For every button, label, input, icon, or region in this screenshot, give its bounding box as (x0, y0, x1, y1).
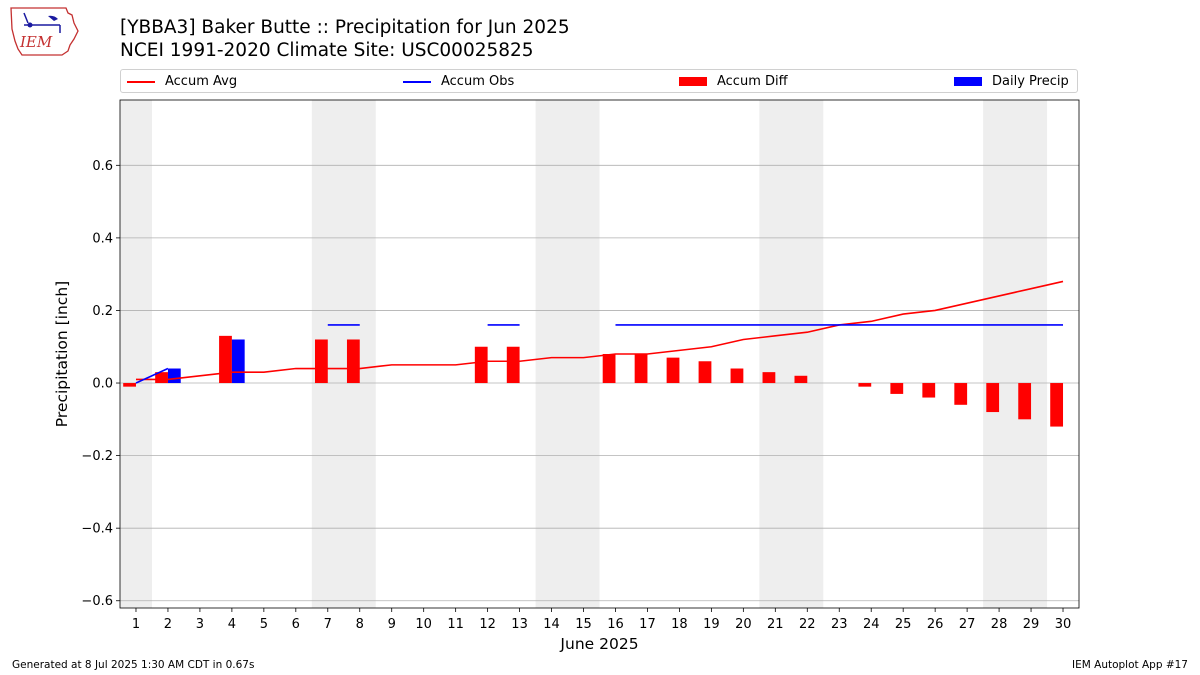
y-axis-label: Precipitation [inch] (53, 281, 71, 427)
x-tick-label: 1 (132, 617, 140, 632)
legend-item-accum-obs: Accum Obs (403, 73, 514, 90)
legend-swatch-accum-obs (403, 80, 431, 83)
weekend-band-5 (983, 100, 1048, 608)
x-tick-label: 14 (543, 617, 560, 632)
accum-diff-bar (602, 354, 616, 384)
x-tick-label: 29 (1023, 617, 1040, 632)
app-credit: IEM Autoplot App #17 (1072, 659, 1188, 671)
y-tick-label: 0.0 (92, 377, 113, 392)
x-tick-label: 12 (479, 617, 496, 632)
legend-label-daily-precip: Daily Precip (992, 74, 1069, 89)
x-tick-label: 19 (703, 617, 720, 632)
accum-diff-bar (858, 383, 872, 387)
x-tick-label: 30 (1055, 617, 1072, 632)
x-tick-label: 3 (196, 617, 204, 632)
x-tick-label: 7 (324, 617, 332, 632)
accum-diff-bar (762, 372, 776, 384)
x-tick-label: 25 (895, 617, 912, 632)
accum-avg-line (135, 280, 1064, 381)
x-tick-label: 26 (927, 617, 944, 632)
chart-title: [YBBA3] Baker Butte :: Precipitation for… (120, 17, 570, 38)
legend-item-accum-avg: Accum Avg (127, 73, 237, 90)
x-tick-label: 5 (260, 617, 268, 632)
accum-diff-bar (474, 346, 488, 384)
legend-label-accum-obs: Accum Obs (441, 74, 515, 89)
x-tick-label: 15 (575, 617, 592, 632)
chart-legend: Accum Avg Accum Obs Accum Diff Daily Pre… (120, 69, 1078, 93)
x-tick-label: 27 (959, 617, 976, 632)
x-tick-label: 11 (447, 617, 464, 632)
y-tick-label: −0.4 (81, 522, 113, 537)
accum-diff-bar (346, 339, 360, 384)
legend-label-accum-diff: Accum Diff (717, 74, 788, 89)
x-tick-label: 16 (607, 617, 624, 632)
legend-label-accum-avg: Accum Avg (165, 74, 238, 89)
x-tick-label: 10 (415, 617, 432, 632)
x-tick-label: 24 (863, 617, 880, 632)
x-tick-label: 23 (831, 617, 848, 632)
x-tick-label: 18 (671, 617, 688, 632)
daily-precip-bar (231, 339, 245, 384)
x-tick-label: 20 (735, 617, 752, 632)
legend-swatch-accum-avg (127, 80, 155, 83)
y-tick-label: 0.6 (92, 159, 113, 174)
generated-note: Generated at 8 Jul 2025 1:30 AM CDT in 0… (12, 659, 255, 671)
legend-swatch-accum-diff (679, 77, 707, 86)
x-tick-label: 8 (356, 617, 364, 632)
accum-diff-bar (314, 339, 328, 384)
legend-swatch-daily-precip (954, 77, 982, 86)
accum-diff-bar (1018, 383, 1032, 420)
iem-logo-text: IEM (19, 33, 53, 51)
weekend-band-1 (120, 100, 152, 608)
y-tick-label: −0.6 (81, 594, 113, 609)
x-tick-label: 9 (388, 617, 396, 632)
chart-subtitle: NCEI 1991-2020 Climate Site: USC00025825 (120, 40, 534, 61)
weekend-band-3 (535, 100, 600, 608)
accum-diff-bar (890, 383, 904, 394)
accum-diff-bar (986, 383, 1000, 413)
plot-frame (119, 99, 1080, 609)
accum-diff-bar (634, 354, 648, 384)
x-tick-label: 21 (767, 617, 784, 632)
accum-diff-bar (219, 335, 232, 384)
legend-item-daily-precip: Daily Precip (954, 73, 1069, 90)
legend-item-accum-diff: Accum Diff (679, 73, 788, 90)
accum-diff-bar (666, 357, 680, 384)
x-tick-label: 22 (799, 617, 816, 632)
accum-diff-bar (922, 383, 936, 398)
x-tick-label: 17 (639, 617, 656, 632)
accum-diff-bar (954, 383, 968, 405)
accum-obs-line-1 (135, 367, 169, 384)
x-tick-label: 2 (164, 617, 172, 632)
y-tick-label: 0.2 (92, 304, 113, 319)
accum-diff-bar (506, 346, 520, 384)
x-tick-label: 28 (991, 617, 1008, 632)
weekend-band-4 (759, 100, 824, 608)
accum-diff-bar (155, 372, 168, 384)
y-tick-label: 0.4 (92, 231, 113, 246)
accum-diff-bar (123, 383, 136, 387)
x-tick-label: 13 (511, 617, 528, 632)
x-tick-label: 6 (292, 617, 300, 632)
daily-precip-bar (167, 368, 181, 384)
accum-diff-bar (1050, 383, 1064, 427)
accum-diff-bar (730, 368, 744, 384)
iem-logo: IEM (10, 7, 79, 56)
x-tick-label: 4 (228, 617, 236, 632)
accum-diff-bar (794, 375, 808, 384)
x-axis-label: June 2025 (559, 635, 638, 653)
accum-diff-bar (698, 361, 712, 384)
y-tick-label: −0.2 (81, 449, 113, 464)
